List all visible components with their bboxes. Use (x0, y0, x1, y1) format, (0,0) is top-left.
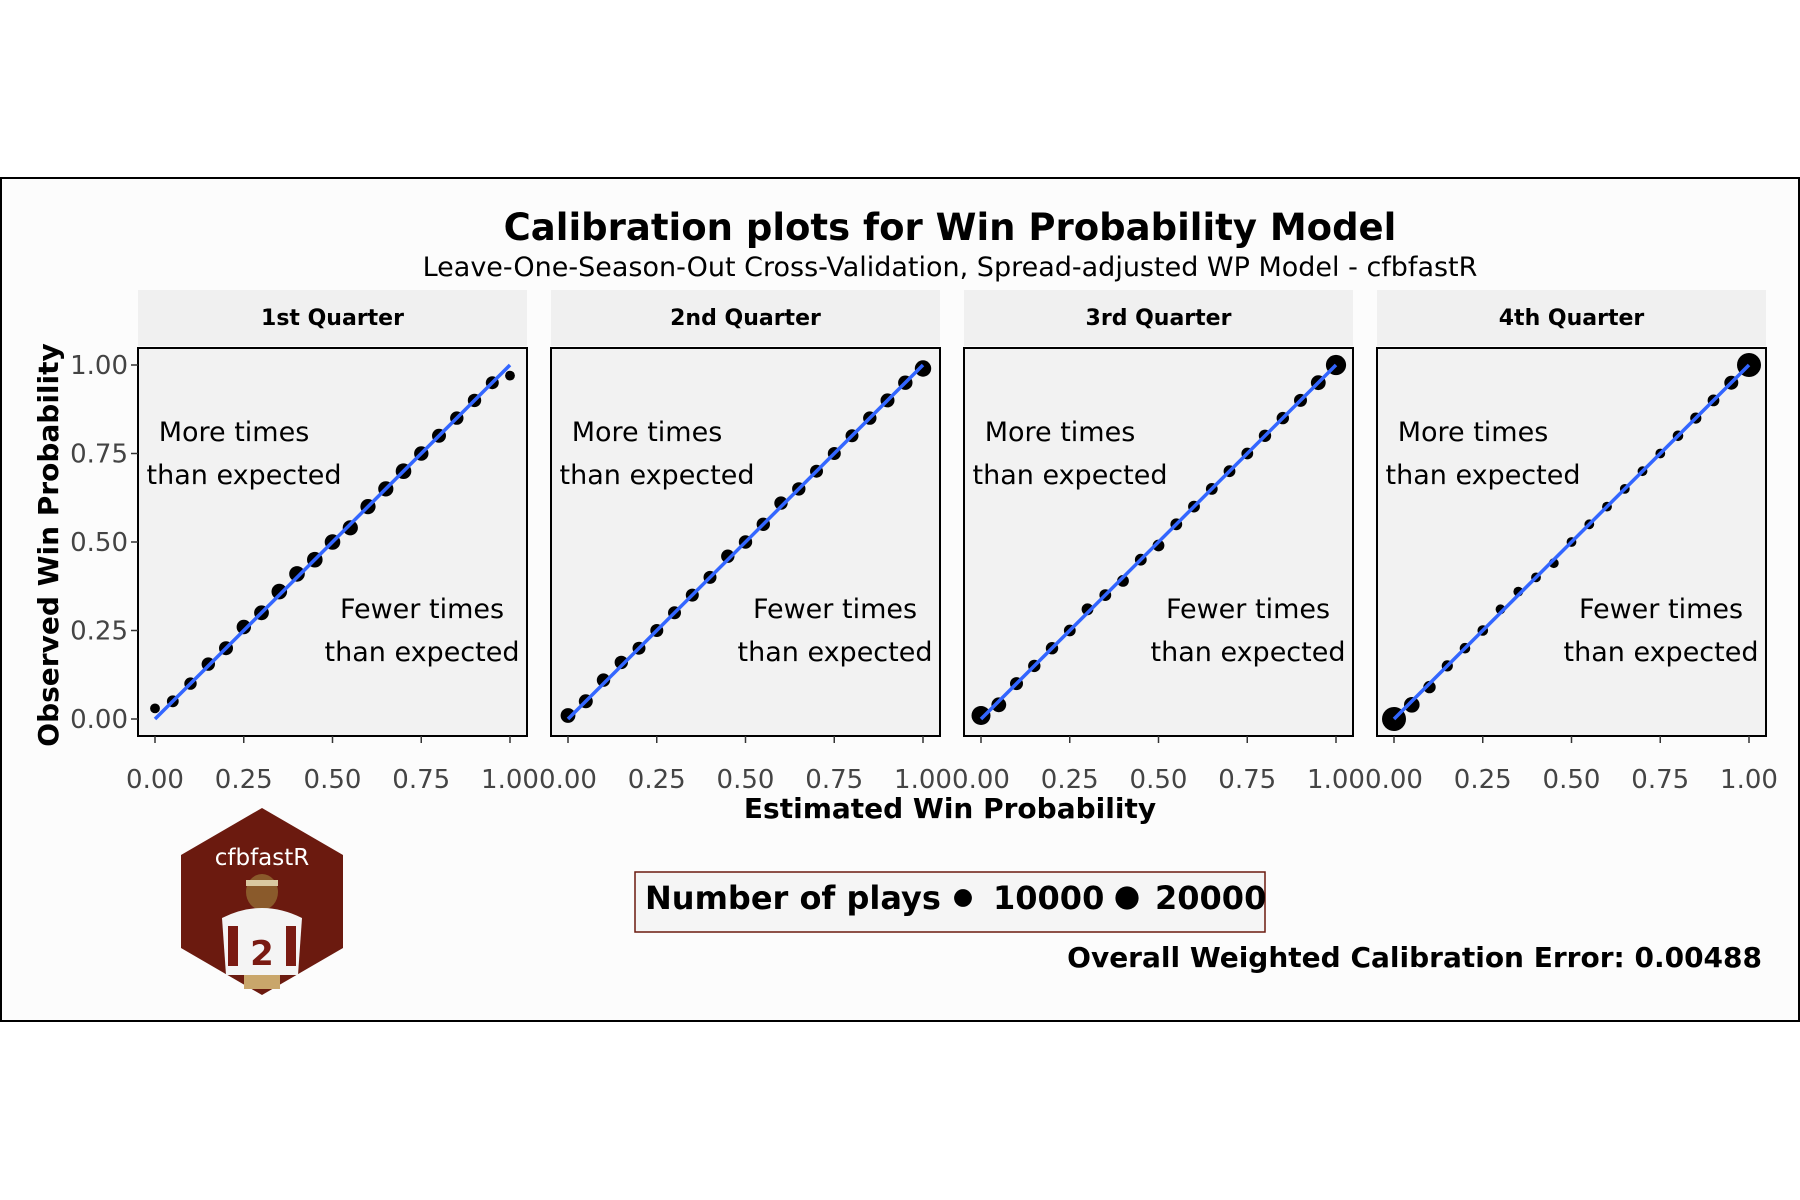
legend-key-10000 (954, 889, 972, 907)
facet-panel-2: 2nd Quarter More times than expected Fewer … (539, 290, 952, 795)
facet-strip-label: 3rd Quarter (1086, 306, 1232, 331)
x-tick-label: 0.75 (1218, 765, 1276, 795)
player-illustration-icon: 2 (222, 874, 302, 989)
x-tick-label: 0.75 (805, 765, 863, 795)
facet-panels: 1st Quarter More times than expected Fewer … (70, 290, 1778, 795)
annotation-fewer-times: Fewer times (1579, 594, 1743, 625)
y-tick-label: 0.75 (70, 440, 128, 470)
x-tick-label: 0.50 (304, 765, 362, 795)
data-point (560, 708, 576, 723)
player-jersey (222, 908, 302, 975)
data-point (596, 673, 611, 687)
fit-line (1392, 363, 1751, 721)
chart-subtitle: Leave-One-Season-Out Cross-Validation, S… (423, 252, 1478, 283)
data-point (236, 619, 251, 635)
x-tick-label: 0.25 (1041, 765, 1099, 795)
x-tick-label: 0.00 (539, 765, 597, 795)
facet-strip (1377, 290, 1766, 346)
annotation-more-times: than expected (1386, 460, 1581, 491)
data-point (971, 706, 991, 725)
data-point (342, 520, 358, 536)
x-tick-label: 0.50 (1130, 765, 1188, 795)
logo-text: cfbfastR (215, 845, 310, 871)
annotation-fewer-times: Fewer times (1166, 594, 1330, 625)
facet-panel-4: 4th Quarter More times than expected Fewer … (1365, 290, 1778, 795)
y-tick-label: 0.50 (70, 528, 128, 558)
facet-panel-1: 1st Quarter More times than expected Fewer … (70, 290, 539, 795)
x-tick-label: 0.25 (215, 765, 273, 795)
x-tick-label: 0.00 (1365, 765, 1423, 795)
player-pants (244, 975, 280, 989)
x-tick-label: 1.00 (481, 765, 539, 795)
y-axis-title: Observed Win Probability (32, 343, 65, 746)
data-point (721, 549, 735, 563)
player-sleeve-right (286, 926, 296, 966)
data-point (1423, 680, 1436, 694)
player-number: 2 (250, 934, 274, 974)
annotation-more-times: than expected (560, 460, 755, 491)
data-point (289, 566, 305, 582)
facet-strip-label: 4th Quarter (1499, 306, 1645, 331)
x-tick-label: 1.00 (894, 765, 952, 795)
data-point (1404, 697, 1420, 713)
facet-strip (964, 290, 1353, 346)
data-point (774, 496, 788, 510)
data-point (271, 583, 288, 600)
x-tick-label: 0.75 (1631, 765, 1689, 795)
facet-panel-3: 3rd Quarter More times than expected Fewer … (952, 290, 1365, 795)
x-tick-label: 0.00 (126, 765, 184, 795)
y-tick-label: 0.00 (70, 705, 128, 735)
x-tick-label: 1.00 (1720, 765, 1778, 795)
facet-strip (551, 290, 940, 346)
fit-line (566, 363, 925, 721)
player-helmet (246, 874, 278, 910)
facet-strip-label: 2nd Quarter (670, 306, 821, 331)
player-sleeve-left (228, 926, 238, 966)
annotation-more-times: than expected (147, 460, 342, 491)
annotation-fewer-times: than expected (1151, 637, 1346, 668)
x-tick-label: 0.25 (628, 765, 686, 795)
data-point (614, 655, 628, 670)
x-tick-label: 0.25 (1454, 765, 1512, 795)
x-tick-label: 0.75 (392, 765, 450, 795)
legend-title: Number of plays (645, 879, 941, 917)
size-legend: Number of plays 10000 20000 (634, 871, 1266, 933)
annotation-fewer-times: Fewer times (753, 594, 917, 625)
annotation-fewer-times: Fewer times (340, 594, 504, 625)
data-point (505, 370, 515, 381)
facet-strip (138, 290, 527, 346)
annotation-fewer-times: than expected (325, 637, 520, 668)
y-tick-label: 1.00 (70, 351, 128, 381)
fit-line (979, 363, 1338, 721)
y-tick-label: 0.25 (70, 617, 128, 647)
annotation-more-times: than expected (973, 460, 1168, 491)
x-tick-label: 0.50 (717, 765, 775, 795)
annotation-more-times: More times (1398, 417, 1549, 448)
x-tick-label: 0.00 (952, 765, 1010, 795)
annotation-more-times: More times (159, 417, 310, 448)
annotation-fewer-times: than expected (1564, 637, 1759, 668)
legend-box (634, 871, 1266, 933)
data-point (914, 360, 932, 377)
facet-strip-label: 1st Quarter (261, 306, 404, 331)
chart-title: Calibration plots for Win Probability Mo… (504, 206, 1397, 249)
x-tick-label: 1.00 (1307, 765, 1365, 795)
annotation-fewer-times: than expected (738, 637, 933, 668)
fit-line (153, 363, 512, 721)
player-facemask (246, 880, 278, 886)
legend-label-10000: 10000 (993, 879, 1104, 917)
data-point (150, 703, 160, 714)
annotation-more-times: More times (572, 417, 723, 448)
cfbfastr-logo: cfbfastR 2 (181, 808, 343, 995)
legend-key-20000 (1115, 886, 1139, 910)
x-tick-label: 0.50 (1543, 765, 1601, 795)
x-axis-title: Estimated Win Probability (744, 792, 1156, 825)
calibration-error-caption: Overall Weighted Calibration Error: 0.00… (1067, 941, 1762, 974)
data-point (991, 697, 1007, 713)
annotation-more-times: More times (985, 417, 1136, 448)
legend-label-20000: 20000 (1155, 879, 1266, 917)
